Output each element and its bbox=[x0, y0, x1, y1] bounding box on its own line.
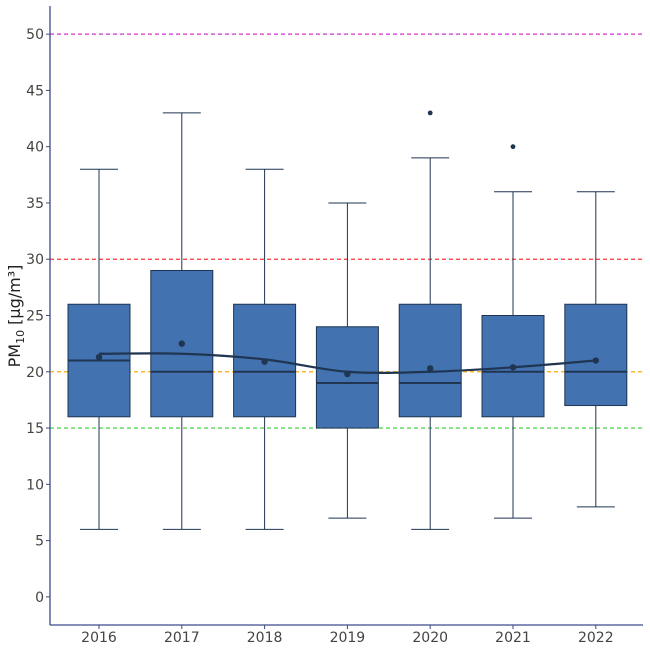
y-tick-label: 15 bbox=[26, 421, 44, 437]
box-2018 bbox=[233, 168, 297, 530]
x-tick-label: 2020 bbox=[412, 630, 448, 646]
box-iqr bbox=[564, 303, 628, 407]
y-tick-label: 45 bbox=[26, 83, 44, 99]
box-2019 bbox=[315, 202, 379, 519]
axes: 0 5 10 15 20 25 30 35 40 45 50 2016 2017 2018 2019 2020… bbox=[26, 6, 643, 646]
y-tick-label: 0 bbox=[35, 590, 44, 606]
x-tick-label: 2021 bbox=[495, 630, 531, 646]
y-axis-label-main: PM bbox=[5, 344, 24, 367]
y-tick-label: 40 bbox=[26, 140, 44, 156]
x-tick-label: 2017 bbox=[164, 630, 200, 646]
trend-line-group bbox=[98, 352, 596, 374]
y-tick-label: 20 bbox=[26, 365, 44, 381]
box-iqr bbox=[315, 326, 379, 429]
y-axis-label-subscript: 10 bbox=[14, 330, 27, 344]
y-axis-label: PM10 [µg/m³] bbox=[5, 265, 27, 368]
box-2021 bbox=[481, 144, 545, 519]
x-tick-label: 2016 bbox=[81, 630, 117, 646]
trend-line bbox=[98, 352, 596, 374]
outlier-point bbox=[427, 110, 433, 116]
y-tick-label: 25 bbox=[26, 309, 44, 325]
x-tick-label: 2019 bbox=[330, 630, 366, 646]
mean-point bbox=[95, 353, 103, 361]
x-tick-label: 2022 bbox=[578, 630, 614, 646]
outlier-point bbox=[510, 144, 516, 150]
mean-point bbox=[427, 365, 434, 372]
y-tick-label: 35 bbox=[26, 196, 44, 212]
mean-point bbox=[178, 340, 185, 347]
y-tick-label: 50 bbox=[26, 27, 44, 43]
y-tick-label: 30 bbox=[26, 252, 44, 268]
y-tick-label: 5 bbox=[35, 534, 44, 550]
box-iqr bbox=[398, 303, 462, 418]
box-2022 bbox=[564, 191, 628, 508]
box-2017 bbox=[150, 112, 214, 530]
box-series bbox=[67, 110, 628, 530]
box-2016 bbox=[67, 168, 131, 530]
y-tick-label: 10 bbox=[26, 477, 44, 493]
x-tick-label: 2018 bbox=[247, 630, 283, 646]
y-axis-label-unit: [µg/m³] bbox=[5, 265, 24, 330]
box-2020 bbox=[398, 110, 462, 530]
